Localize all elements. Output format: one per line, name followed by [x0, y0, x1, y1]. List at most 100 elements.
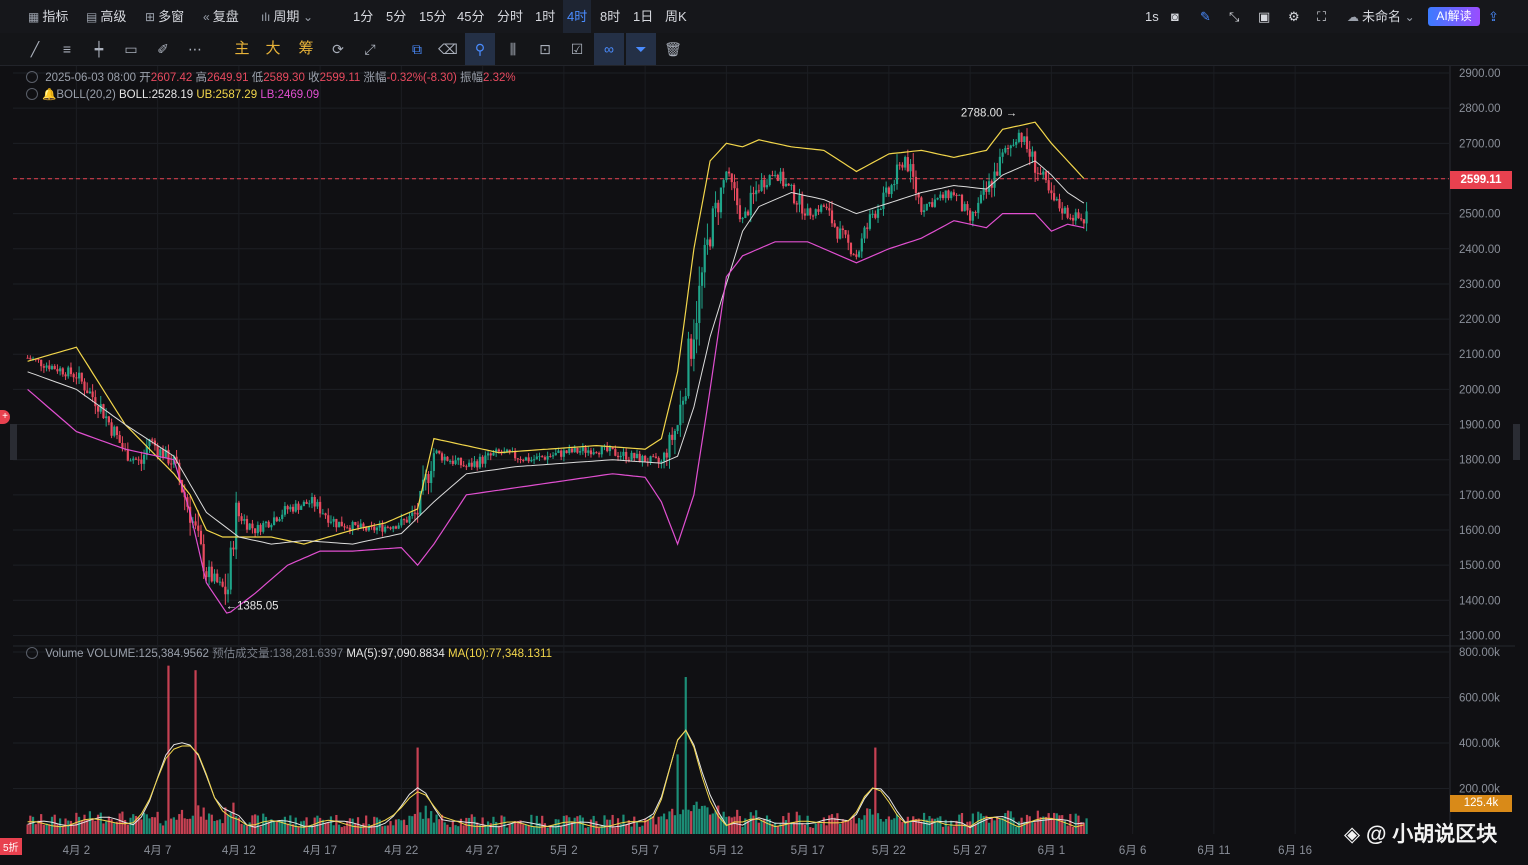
edit-icon[interactable]: ☑ — [570, 41, 584, 57]
candles-icon[interactable]: ⫼ — [509, 41, 517, 57]
candle-body — [446, 456, 449, 461]
candle-body — [224, 586, 227, 595]
add-icon[interactable]: + — [0, 410, 10, 424]
right-panel-toggle[interactable] — [1513, 424, 1520, 460]
interval-45m[interactable]: 45分 — [457, 9, 485, 24]
volume-bar — [790, 822, 793, 834]
chart-area[interactable]: 1300.00 1400.00 1500.00 1600.00 1700.00 1800.… — [13, 66, 1515, 860]
candle-body — [654, 456, 658, 458]
volume-bar — [511, 823, 514, 834]
ai-interpret-button[interactable]: AI解读 — [1428, 7, 1480, 26]
chip-distribution-button[interactable]: 筹 — [298, 40, 314, 57]
camera-icon[interactable]: ◙ — [1171, 9, 1179, 24]
advanced-button[interactable]: ▤ 高级 — [86, 0, 126, 33]
volume-bar — [893, 818, 896, 834]
candle-body — [998, 156, 1002, 176]
rectangle-tool-icon[interactable]: ▭ — [124, 41, 138, 57]
volume-bar — [467, 817, 471, 834]
multi-window-button[interactable]: ⊞ 多窗 — [145, 0, 184, 33]
boll-info: 🔔BOLL(20,2) BOLL:2528.19 UB:2587.29 LB:2… — [26, 87, 319, 101]
interval-1d[interactable]: 1日 — [633, 9, 654, 24]
candle-body — [1036, 172, 1039, 174]
volume-bar — [484, 825, 487, 834]
period-dropdown[interactable]: ılı 周期 ⌄ — [261, 0, 316, 33]
candle-body — [367, 526, 370, 531]
candle-body — [535, 456, 538, 460]
more-tools-icon[interactable]: ⋯ — [188, 41, 202, 57]
filter-icon[interactable]: ⏷ — [626, 33, 656, 65]
candle-body — [644, 455, 647, 462]
sync-icon[interactable]: ⟳ — [332, 41, 344, 57]
refresh-rate[interactable]: 1s — [1145, 9, 1159, 24]
measure-icon[interactable]: ⤢ — [364, 41, 376, 57]
candle-body — [159, 449, 162, 456]
screen-icon[interactable]: ▣ — [1258, 9, 1271, 24]
bell-icon[interactable]: 🔔 — [42, 89, 57, 101]
volume-bar — [259, 826, 262, 834]
eraser-icon[interactable]: ⌫ — [438, 41, 458, 57]
volume-bar — [866, 808, 869, 834]
candle-body — [532, 459, 536, 461]
interval-15m[interactable]: 15分 — [419, 9, 447, 24]
candle-body — [386, 526, 389, 528]
candle-body — [392, 526, 395, 529]
collapse-icon[interactable] — [26, 71, 38, 83]
volume-bar — [421, 818, 425, 834]
volume-bar — [96, 814, 100, 834]
pen-icon[interactable]: ✎ — [1200, 9, 1211, 24]
candle-body — [88, 391, 92, 394]
hline-tool-icon[interactable]: ┿ — [94, 41, 104, 57]
gear-icon[interactable]: ⚙ — [1288, 9, 1300, 24]
big-order-button[interactable]: 大 — [265, 40, 281, 57]
interval-1w[interactable]: 周K — [665, 9, 687, 24]
volume-bar — [568, 817, 571, 834]
fullscreen-icon[interactable]: ⛶ — [1317, 9, 1327, 24]
magnet-icon[interactable]: ⚲ — [465, 33, 495, 65]
lock-icon[interactable]: ⊡ — [539, 41, 551, 57]
candle-body — [77, 372, 81, 379]
candle-body — [156, 445, 159, 456]
copy-icon[interactable]: ⧉ — [412, 41, 422, 57]
candle-body — [684, 396, 687, 401]
trash-icon[interactable]: 🗑 — [664, 41, 682, 57]
candle-body — [397, 525, 400, 529]
volume-bar — [847, 820, 850, 834]
replay-button[interactable]: «复盘 — [203, 0, 239, 33]
candle-body — [519, 458, 522, 460]
main-chip-button[interactable]: 主 — [234, 40, 250, 57]
volume-bar — [91, 818, 94, 834]
candle-body — [202, 544, 205, 572]
candle-body — [546, 456, 549, 460]
horizontal-lines-icon[interactable]: ≡ — [62, 41, 72, 57]
volume-bar — [26, 824, 29, 834]
candle-body — [497, 449, 500, 452]
price-chart[interactable]: 1300.00 1400.00 1500.00 1600.00 1700.00 1800.… — [13, 66, 1515, 860]
interval-1h[interactable]: 1时 — [535, 9, 556, 24]
interval-timeshare[interactable]: 分时 — [497, 9, 524, 24]
brush-tool-icon[interactable]: ✐ — [157, 41, 169, 57]
interval-4h[interactable]: 4时 — [563, 0, 592, 33]
discount-badge[interactable]: 5折 — [0, 838, 22, 855]
volume-bar — [430, 811, 433, 834]
volume-bar — [124, 819, 127, 834]
link-icon[interactable]: ∞ — [594, 33, 624, 65]
indicator-button[interactable]: ▦ 指标 — [28, 0, 68, 33]
candle-body — [151, 439, 154, 441]
collapse-icon[interactable] — [26, 647, 38, 659]
volume-bar — [652, 816, 655, 834]
left-panel-toggle[interactable] — [10, 424, 17, 460]
candle-body — [941, 194, 945, 199]
candle-body — [809, 208, 812, 216]
share-icon[interactable]: ⇪ — [1488, 9, 1499, 24]
interval-1m[interactable]: 1分 — [353, 9, 374, 24]
volume-bar — [928, 816, 931, 834]
layout-dropdown[interactable]: ☁ 未命名 ⌄ — [1347, 0, 1418, 33]
line-tool-icon[interactable]: ╱ — [30, 41, 40, 57]
interval-5m[interactable]: 5分 — [386, 9, 407, 24]
volume-bar — [440, 814, 444, 834]
collapse-icon[interactable] — [26, 88, 38, 100]
resize-icon[interactable]: ⤡ — [1229, 9, 1240, 24]
candle-body — [820, 205, 823, 212]
interval-8h[interactable]: 8时 — [600, 9, 621, 24]
candle-body — [565, 450, 568, 454]
